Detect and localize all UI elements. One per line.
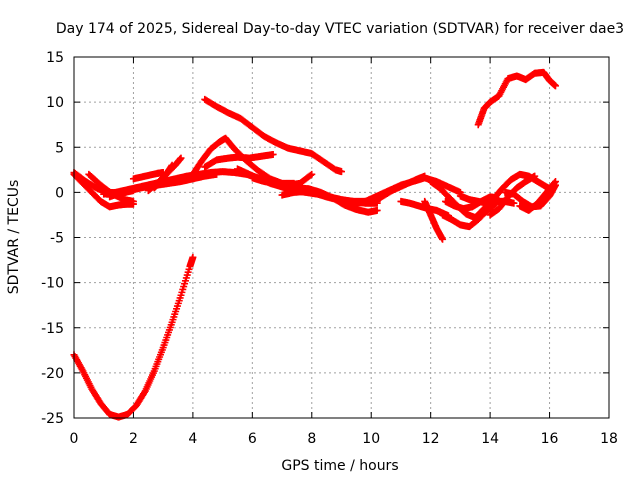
series-arc-07 [129,169,167,183]
series-arc-01 [70,253,197,421]
data-point [551,179,559,187]
data-point [531,172,539,180]
x-tick-label: 8 [307,431,316,447]
data-point [373,206,381,214]
series-arc-25 [501,181,559,211]
x-tick-label: 6 [248,431,257,447]
chart-title: Day 174 of 2025, Sidereal Day-to-day VTE… [56,21,624,37]
data-point [177,154,185,162]
series-arc-14 [248,170,316,189]
series-arc-17 [361,174,464,205]
series-arc-27 [474,68,559,129]
data-point [129,197,137,205]
x-tick-label: 14 [481,431,499,447]
series-arc-19 [421,197,447,243]
y-tick-label: 0 [55,185,64,201]
axis-ticks [73,56,610,419]
x-tick-label: 16 [541,431,559,447]
x-tick-label: 4 [188,431,197,447]
x-tick-label: 10 [362,431,380,447]
x-tick-label: 2 [129,431,138,447]
data-point [168,161,176,169]
data-point [552,178,559,186]
y-tick-label: -20 [41,366,64,382]
y-tick-label: -5 [50,231,64,247]
data-point [269,150,277,158]
data-point [308,170,316,178]
y-tick-label: -10 [41,276,64,292]
series-arc-10 [201,95,345,176]
x-axis-label: GPS time / hours [281,458,398,474]
y-tick-label: 10 [46,95,64,111]
data-point [189,253,197,261]
series-arc-06 [106,170,221,201]
grid-lines [74,57,609,418]
tick-labels: 0 2 4 6 8 10 12 14 16 18 -25 -20 -15 -10 -5 0 5 10 15 [41,50,618,447]
series-arc-22 [442,193,500,213]
x-tick-label: 0 [70,431,79,447]
data-point [338,168,345,176]
y-tick-label: -25 [41,411,64,427]
series-arc-02 [70,170,137,211]
data-point [552,82,559,90]
y-tick-label: 5 [55,140,64,156]
x-tick-label: 12 [422,431,440,447]
series-arc-09 [150,161,176,192]
series-arc-21 [439,199,500,231]
series-arc-26 [516,178,559,214]
data-series [70,68,559,421]
data-point [439,235,447,243]
data-point [213,170,221,178]
data-point [307,171,315,179]
y-axis-label: SDTVAR / TECUs [6,180,22,295]
series-arc-12 [201,150,277,171]
x-tick-label: 18 [600,431,618,447]
y-tick-label: -15 [41,321,64,337]
y-tick-label: 15 [46,50,64,66]
data-point [510,199,518,207]
